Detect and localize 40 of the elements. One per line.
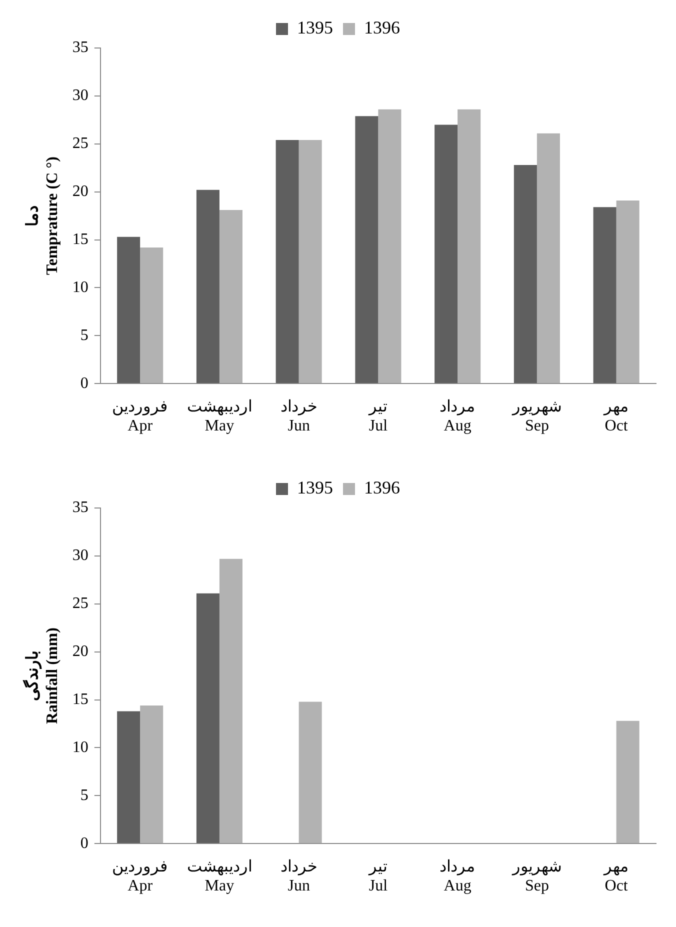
bar	[219, 558, 242, 844]
legend-label: 1395	[297, 18, 333, 38]
bar	[140, 706, 164, 844]
bar	[298, 140, 322, 384]
y-tick-label: 35	[72, 39, 88, 56]
bar	[616, 200, 640, 384]
bar	[514, 164, 537, 384]
bar	[536, 133, 560, 384]
y-tick-label: 20	[72, 643, 88, 660]
bar	[298, 702, 322, 844]
y-tick-label: 10	[72, 738, 88, 756]
bar	[616, 720, 640, 844]
bar	[219, 210, 242, 384]
bar	[196, 593, 220, 844]
bar	[355, 116, 378, 384]
y-tick-label: 25	[72, 135, 88, 152]
y-tick-label: 25	[72, 595, 88, 612]
bar	[117, 236, 140, 384]
y-tick-label: 5	[80, 786, 88, 804]
legend-label: 1396	[364, 478, 400, 498]
bar	[196, 190, 220, 384]
y-tick-label: 0	[80, 374, 88, 392]
bar	[276, 140, 299, 384]
bar	[434, 124, 458, 384]
y-tick-label: 15	[72, 690, 88, 708]
y-tick-label: 35	[72, 499, 88, 516]
y-tick-label: 30	[72, 547, 88, 564]
y-tick-label: 5	[80, 326, 88, 344]
bar	[378, 109, 402, 384]
legend-label: 1396	[364, 18, 400, 38]
bar	[593, 207, 616, 384]
y-tick-label: 10	[72, 278, 88, 296]
y-tick-label: 20	[72, 183, 88, 200]
y-tick-label: 30	[72, 87, 88, 104]
bar	[140, 247, 164, 384]
bar	[458, 109, 481, 384]
bar	[117, 711, 140, 844]
y-tick-label: 15	[72, 230, 88, 248]
legend-label: 1395	[297, 478, 333, 498]
y-tick-label: 0	[80, 834, 88, 852]
